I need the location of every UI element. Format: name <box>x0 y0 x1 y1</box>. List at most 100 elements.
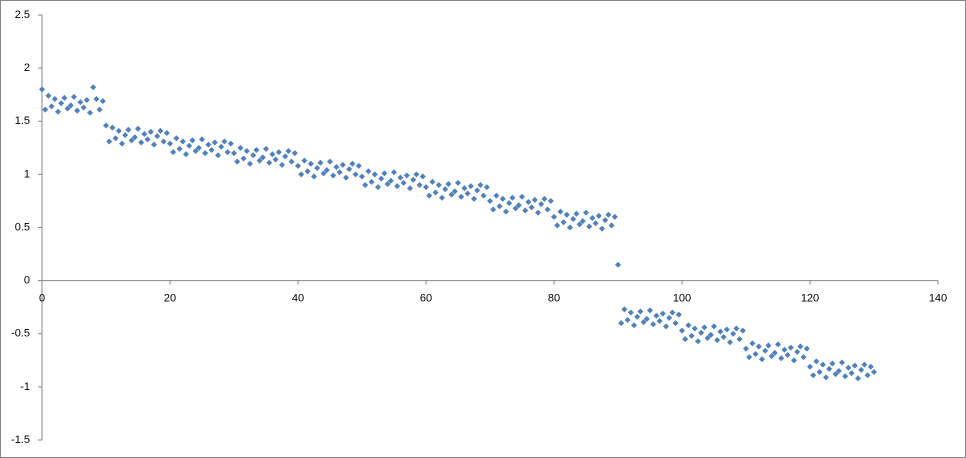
point <box>839 359 845 366</box>
point <box>659 310 666 317</box>
point <box>749 340 756 347</box>
point <box>83 97 90 103</box>
point <box>595 212 602 219</box>
point <box>67 102 74 109</box>
point <box>51 95 58 102</box>
point <box>343 174 349 181</box>
point <box>858 366 865 373</box>
point <box>739 327 746 334</box>
point <box>531 196 538 203</box>
point <box>515 202 522 209</box>
point <box>512 205 519 212</box>
point <box>714 337 721 344</box>
point <box>106 138 113 145</box>
point <box>48 103 55 110</box>
point <box>816 369 823 375</box>
point <box>362 182 369 188</box>
point <box>291 150 298 157</box>
point <box>160 138 167 145</box>
point <box>122 132 129 139</box>
point <box>695 338 701 345</box>
point <box>605 211 612 218</box>
point <box>496 203 503 210</box>
point <box>506 200 513 207</box>
point <box>375 184 381 191</box>
point <box>157 127 164 134</box>
point <box>560 219 567 226</box>
point <box>551 213 557 220</box>
point <box>192 148 199 154</box>
point <box>240 155 247 162</box>
point <box>627 309 634 316</box>
point <box>183 151 189 158</box>
point <box>528 204 535 211</box>
point <box>759 356 765 363</box>
point <box>320 170 327 177</box>
point <box>410 176 417 183</box>
point <box>368 178 375 185</box>
point <box>135 125 141 132</box>
point <box>147 128 154 135</box>
point <box>499 195 506 202</box>
point <box>608 222 615 229</box>
point <box>538 201 545 208</box>
point <box>541 195 548 202</box>
point <box>199 136 205 143</box>
point <box>490 206 497 213</box>
point <box>397 174 404 181</box>
point <box>435 182 442 188</box>
point <box>810 372 817 379</box>
point <box>688 332 695 339</box>
point <box>848 370 855 377</box>
point <box>301 157 308 164</box>
point <box>429 178 436 185</box>
point <box>237 144 244 151</box>
point <box>359 173 365 180</box>
point <box>698 329 705 336</box>
point <box>378 175 385 182</box>
point <box>829 360 836 367</box>
point <box>189 137 196 144</box>
point <box>221 138 228 145</box>
point <box>141 131 148 137</box>
point <box>458 193 465 200</box>
point <box>704 335 711 341</box>
point <box>471 195 477 202</box>
x-tick-label: 40 <box>292 293 304 305</box>
point <box>352 171 359 178</box>
point <box>218 143 225 150</box>
point <box>781 346 788 353</box>
point <box>631 322 637 329</box>
point <box>211 139 218 146</box>
point <box>349 160 356 167</box>
point <box>288 158 295 165</box>
point <box>87 109 93 116</box>
point <box>42 106 49 113</box>
point <box>669 309 676 316</box>
point <box>304 168 311 175</box>
point <box>55 108 61 115</box>
point <box>730 330 737 337</box>
point <box>765 342 772 349</box>
point <box>544 206 551 213</box>
point <box>653 312 660 319</box>
point <box>445 180 452 187</box>
point <box>256 157 263 164</box>
point <box>666 314 673 321</box>
point <box>778 355 785 362</box>
point <box>723 326 730 333</box>
point <box>589 214 596 221</box>
point <box>413 171 420 178</box>
point <box>74 107 81 114</box>
point <box>272 156 279 163</box>
point <box>855 375 861 382</box>
point <box>163 129 170 136</box>
point <box>474 187 481 194</box>
point <box>131 134 138 141</box>
point <box>643 315 650 322</box>
point <box>314 165 321 171</box>
point <box>151 141 157 148</box>
point <box>679 327 685 334</box>
y-tick-label: -0.5 <box>11 328 30 340</box>
point <box>797 343 804 350</box>
